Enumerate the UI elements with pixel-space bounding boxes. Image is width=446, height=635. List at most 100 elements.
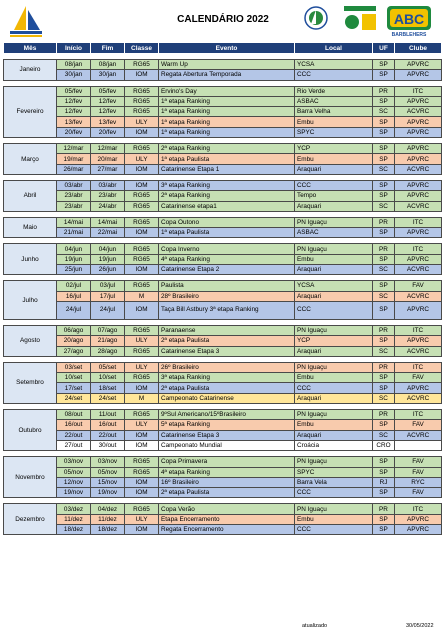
end-date-cell: 23/abr [90,190,125,202]
end-date-cell: 18/set [90,382,125,394]
end-date-cell: 17/jul [90,290,125,302]
end-date-cell: 27/mar [90,163,125,175]
boat-class-cell: RG65 [124,243,159,255]
location-cell: YCP [294,335,373,347]
table-header-row: Mês Início Fim Classe Evento Local UF Cl… [3,42,442,54]
start-date-cell: 06/ago [56,324,91,337]
month-cell: Abril [3,179,57,212]
event-name-cell: Campeonato Mundial [158,439,295,452]
month-spacer [3,237,442,244]
table-row: 19/jun 19/jun RG65 4ª etapa Ranking Embu SP AP… [4,253,442,266]
state-cell: SP [372,116,395,128]
club-cell: ACVRC [394,429,442,441]
boat-class-cell: RG65 [124,216,159,229]
state-cell: PR [372,85,395,97]
table-row: 12/fev 12/fev RG65 1ª etapa Ranking Barra Ve… [4,106,442,118]
table-row: 13/fev 13/fev ULY 1ª etapa Ranking Embu SP APV… [4,116,442,128]
table-row: Maio 14/mai 14/mai RG65 Copa Outono PN Iguaçu… [3,216,442,239]
club-cell: ITC [394,85,442,97]
table-row: Março 12/mar 12/mar RG65 2ª etapa Ranking YCP… [3,143,442,175]
end-date-cell: 04/dez [90,503,125,515]
end-date-cell: 22/out [90,429,125,441]
location-cell: YCP [294,143,373,155]
end-date-cell: 30/jan [90,69,125,81]
location-cell: Embu [294,419,373,431]
table-row: Abril 03/abr 03/abr IOM 3ª etapa Ranking CCC S… [3,179,442,212]
end-date-cell: 10/set [90,372,125,384]
end-date-cell: 12/fev [90,95,125,108]
end-date-cell: 20/mar [90,153,125,165]
club-cell: ACVRC [394,345,442,357]
start-date-cell: 03/set [56,361,91,374]
page-title: CALENDÁRIO 2022 [177,14,269,25]
club-cell: APVRC [394,335,442,347]
calendar-table: Mês Início Fim Classe Evento Local UF Cl… [3,42,442,536]
event-name-cell: 28º Brasileiro [158,290,295,302]
spacer-cell [3,274,442,281]
location-cell: PN Iguaçu [294,324,373,337]
location-cell: PN Iguaçu [294,361,373,374]
month-cell: Fevereiro [3,85,57,139]
event-name-cell: 5ª etapa Ranking [158,419,295,431]
month-spacer [3,450,442,457]
club-cell: FAV [394,419,442,431]
table-row: Outubro 08/out 11/out RG65 9ºSul Americano/1… [3,409,442,452]
spacer-cell [3,319,442,326]
table-row: Fevereiro 05/fev 05/fev RG65 Ervino's Day Rio… [3,85,442,139]
boat-class-cell: RG65 [124,503,159,515]
location-cell: CCC [294,523,373,536]
start-date-cell: 21/mai [56,227,91,239]
state-cell: SP [372,466,395,478]
start-date-cell: 24/set [56,392,91,405]
state-cell: PR [372,503,395,515]
col-header-club: Clube [394,42,442,54]
table-row: 05/nov 05/nov RG65 4ª etapa Ranking SPYC SP FA… [4,466,442,478]
location-cell: ASBAC [294,227,373,239]
event-name-cell: 1ª etapa Paulista [158,227,295,239]
boat-class-cell: IOM [124,227,159,239]
state-cell: SP [372,382,395,394]
state-cell: SC [372,290,395,302]
location-cell: PN Iguaçu [294,503,373,515]
month-cell: Maio [3,216,57,239]
state-cell: PR [372,409,395,421]
event-name-cell: 1ª etapa Ranking [158,126,295,139]
location-cell: Araquari [294,200,373,212]
club-cell: ACVRC [394,264,442,276]
start-date-cell: 24/jul [56,300,91,320]
month-cell: Agosto [3,324,57,357]
table-row: Julho 02/jul 03/jul RG65 Paulista YCSA SP FAV [3,280,442,320]
abc-logo-text: ABC [394,11,424,27]
club-cell: ITC [394,324,442,337]
location-cell: Embu [294,513,373,525]
state-cell: SP [372,280,395,292]
club-cell: ACVRC [394,106,442,118]
start-date-cell: 12/mar [56,143,91,155]
table-row: 16/out 16/out ULY 5ª etapa Ranking Embu SP FAV [4,419,442,431]
boat-class-cell: RG65 [124,253,159,266]
end-date-cell: 24/abr [90,200,125,212]
state-cell: SP [372,523,395,536]
table-row: Janeiro 08/jan 08/jan RG65 Warm Up YCSA SP APVR… [3,58,442,81]
club-cell: APVRC [394,95,442,108]
boat-class-cell: RG65 [124,466,159,478]
updated-date: 30/05/2022 [406,623,434,629]
state-cell: SP [372,419,395,431]
event-name-cell: Catarinense etapa1 [158,200,295,212]
state-cell: SP [372,95,395,108]
month-spacer [3,80,442,87]
abc-logo-subtext: BARBLEHERS [392,32,427,38]
club-cell: FAV [394,280,442,292]
location-cell: YCSA [294,280,373,292]
spacer-cell [3,450,442,457]
location-cell: SPYC [294,126,373,139]
abc-logo-icon: ABC BARBLEHERS [387,6,431,38]
location-cell: Araquari [294,345,373,357]
state-cell: SP [372,153,395,165]
boat-class-cell: ULY [124,361,159,374]
club-cell: FAV [394,456,442,468]
location-cell: SPYC [294,466,373,478]
boat-class-cell: IOM [124,300,159,320]
table-row: 23/abr 23/abr RG65 2ª etapa Ranking Tempo SP A… [4,190,442,202]
location-cell: PN Iguaçu [294,456,373,468]
